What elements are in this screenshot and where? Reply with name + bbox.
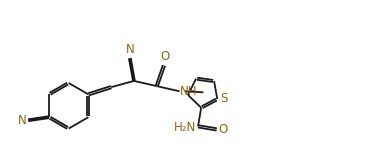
Text: H₂N: H₂N	[174, 121, 196, 134]
Text: N: N	[18, 114, 27, 127]
Text: O: O	[160, 50, 170, 63]
Text: N: N	[126, 42, 134, 56]
Text: O: O	[218, 124, 228, 136]
Text: NH: NH	[180, 85, 198, 98]
Text: S: S	[221, 92, 228, 105]
